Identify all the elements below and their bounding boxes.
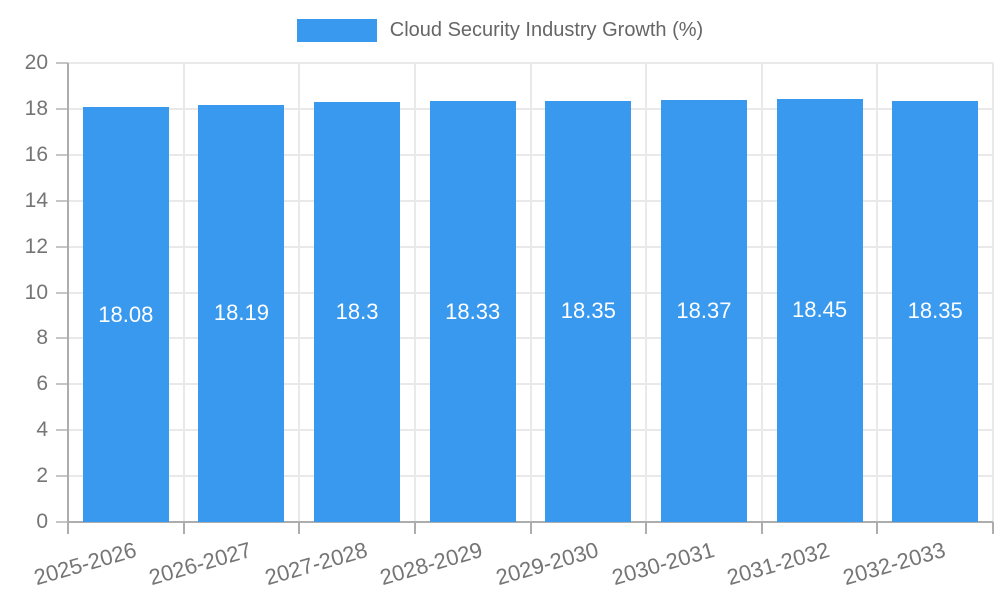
x-axis-tick [992, 522, 994, 534]
y-tick-label: 0 [36, 510, 48, 533]
x-tick-label: 2032-2033 [840, 537, 949, 591]
y-tick-label: 14 [24, 188, 48, 212]
gridline-vertical [529, 63, 532, 522]
bar-value-label: 18.37 [676, 298, 732, 324]
x-axis-tick [876, 522, 879, 534]
x-axis-tick [760, 522, 763, 534]
bar[interactable] [82, 107, 169, 522]
y-axis-tick [56, 107, 68, 110]
bar-value-label: 18.45 [792, 297, 848, 323]
y-axis-tick [56, 291, 68, 294]
x-tick-label: 2027-2028 [261, 537, 370, 591]
gridline-vertical [182, 63, 185, 522]
y-axis-tick [56, 521, 68, 523]
x-axis-line [68, 521, 993, 523]
x-axis-tick [182, 522, 185, 534]
bar-value-label: 18.35 [560, 298, 616, 324]
legend-swatch-icon [296, 18, 377, 42]
y-axis-tick [56, 245, 68, 248]
x-axis-tick [413, 522, 416, 534]
bar[interactable] [198, 104, 285, 522]
chart-legend[interactable]: Cloud Security Industry Growth (%) [0, 16, 1000, 44]
gridline-vertical [645, 63, 648, 522]
bar-value-label: 18.19 [213, 300, 269, 326]
x-tick-label: 2029-2030 [493, 537, 602, 591]
x-tick-label: 2025-2026 [30, 537, 139, 591]
y-tick-label: 4 [36, 418, 48, 442]
gridline-vertical [298, 63, 301, 522]
y-tick-label: 20 [24, 51, 48, 74]
x-tick-label: 2026-2027 [146, 537, 255, 591]
bar[interactable] [545, 100, 632, 522]
gridline-vertical [876, 63, 879, 522]
y-axis-tick [56, 475, 68, 478]
x-tick-label: 2028-2029 [377, 537, 486, 591]
y-tick-label: 18 [24, 96, 48, 120]
y-axis-tick [56, 62, 68, 64]
bar[interactable] [660, 100, 747, 522]
bar-value-label: 18.3 [335, 299, 379, 324]
y-axis-tick [56, 153, 68, 156]
y-tick-label: 2 [36, 464, 48, 488]
x-axis-tick [529, 522, 532, 534]
bar[interactable] [892, 100, 979, 522]
x-tick-label: 2030-2031 [608, 537, 717, 591]
gridline-vertical [992, 63, 994, 522]
bar-value-label: 18.33 [445, 298, 501, 324]
y-tick-label: 6 [36, 372, 48, 396]
y-axis-tick [56, 199, 68, 202]
y-axis-tick [56, 337, 68, 340]
y-tick-label: 12 [24, 234, 48, 258]
bar[interactable] [429, 101, 516, 522]
y-tick-label: 10 [24, 280, 48, 304]
y-tick-label: 8 [36, 326, 48, 350]
bar[interactable] [776, 98, 863, 522]
legend-label: Cloud Security Industry Growth (%) [389, 18, 704, 41]
x-axis-tick [298, 522, 301, 534]
y-tick-label: 16 [24, 142, 48, 166]
x-axis-tick [645, 522, 648, 534]
y-axis-tick [56, 383, 68, 386]
y-axis-line [67, 63, 69, 534]
bar-value-label: 18.35 [907, 298, 963, 324]
x-tick-label: 2031-2032 [724, 537, 833, 591]
y-axis-tick [56, 429, 68, 432]
gridline-vertical [413, 63, 416, 522]
bar[interactable] [314, 102, 401, 522]
gridline-vertical [760, 63, 763, 522]
bar-value-label: 18.08 [98, 301, 154, 327]
